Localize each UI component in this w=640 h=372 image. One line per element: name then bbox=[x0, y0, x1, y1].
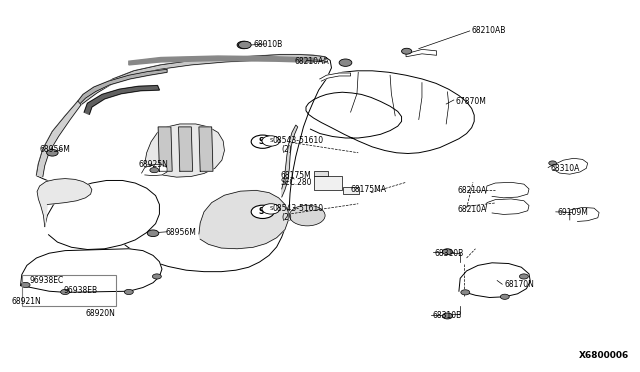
Polygon shape bbox=[45, 180, 159, 250]
Text: 69109M: 69109M bbox=[557, 208, 588, 217]
Text: 96938EB: 96938EB bbox=[64, 286, 98, 295]
Circle shape bbox=[520, 274, 529, 279]
Text: (2): (2) bbox=[282, 145, 292, 154]
Polygon shape bbox=[37, 179, 92, 227]
Circle shape bbox=[339, 59, 352, 66]
Text: 68210A: 68210A bbox=[458, 186, 487, 195]
Circle shape bbox=[442, 313, 452, 319]
Circle shape bbox=[152, 274, 161, 279]
Text: 68170N: 68170N bbox=[505, 280, 534, 289]
Polygon shape bbox=[158, 127, 172, 171]
Text: 68175M: 68175M bbox=[280, 171, 311, 180]
Text: S: S bbox=[259, 137, 264, 146]
Text: (2): (2) bbox=[282, 212, 292, 221]
Text: 68956M: 68956M bbox=[166, 228, 196, 237]
Polygon shape bbox=[36, 101, 81, 177]
Circle shape bbox=[21, 282, 30, 288]
Polygon shape bbox=[36, 55, 332, 272]
Text: 68210AA: 68210AA bbox=[294, 57, 329, 66]
Polygon shape bbox=[282, 125, 298, 197]
Circle shape bbox=[251, 205, 274, 218]
Polygon shape bbox=[179, 127, 193, 171]
Circle shape bbox=[251, 135, 274, 148]
Polygon shape bbox=[141, 164, 167, 176]
Circle shape bbox=[47, 150, 58, 156]
Circle shape bbox=[61, 289, 70, 295]
Polygon shape bbox=[145, 124, 225, 177]
Circle shape bbox=[262, 136, 280, 146]
Polygon shape bbox=[199, 190, 288, 249]
Circle shape bbox=[401, 48, 412, 54]
Polygon shape bbox=[320, 73, 351, 81]
Polygon shape bbox=[84, 86, 159, 114]
Text: 68210AB: 68210AB bbox=[472, 26, 506, 35]
Polygon shape bbox=[553, 158, 588, 174]
Text: X6800006: X6800006 bbox=[579, 351, 629, 360]
Circle shape bbox=[147, 230, 159, 237]
Polygon shape bbox=[78, 55, 325, 105]
Circle shape bbox=[237, 41, 250, 49]
Circle shape bbox=[150, 167, 159, 173]
Polygon shape bbox=[406, 49, 436, 57]
Text: 68310B: 68310B bbox=[432, 311, 461, 320]
Text: 96938EC: 96938EC bbox=[29, 276, 63, 285]
Text: 68920N: 68920N bbox=[86, 309, 115, 318]
Text: 68175MA: 68175MA bbox=[351, 185, 387, 194]
Polygon shape bbox=[486, 182, 529, 198]
Text: 68310A: 68310A bbox=[550, 164, 580, 173]
Circle shape bbox=[239, 41, 251, 49]
Text: 08543-51610: 08543-51610 bbox=[273, 137, 324, 145]
Text: 68921N: 68921N bbox=[12, 297, 42, 306]
Polygon shape bbox=[129, 56, 314, 65]
Text: S: S bbox=[269, 138, 273, 144]
Text: 08543-51610: 08543-51610 bbox=[273, 204, 324, 214]
Text: S: S bbox=[259, 207, 264, 217]
Circle shape bbox=[548, 161, 556, 165]
Text: SEC.280: SEC.280 bbox=[280, 178, 312, 187]
Bar bbox=[343, 187, 359, 194]
Text: 68925N: 68925N bbox=[138, 160, 168, 169]
Circle shape bbox=[289, 205, 325, 226]
Circle shape bbox=[124, 289, 133, 295]
Polygon shape bbox=[459, 263, 531, 298]
Text: 68310B: 68310B bbox=[435, 250, 464, 259]
Bar bbox=[314, 176, 342, 190]
Bar bbox=[22, 275, 116, 306]
Circle shape bbox=[442, 249, 452, 255]
Polygon shape bbox=[486, 199, 529, 214]
Polygon shape bbox=[199, 127, 213, 171]
Circle shape bbox=[500, 294, 509, 299]
Text: 68010B: 68010B bbox=[253, 40, 282, 49]
Polygon shape bbox=[78, 69, 167, 103]
Text: 67870M: 67870M bbox=[455, 97, 486, 106]
Circle shape bbox=[262, 204, 280, 214]
Text: 68956M: 68956M bbox=[40, 145, 70, 154]
Text: S: S bbox=[269, 206, 273, 211]
Polygon shape bbox=[20, 249, 162, 292]
Text: 68210A: 68210A bbox=[458, 205, 487, 214]
Bar bbox=[314, 171, 328, 176]
Polygon shape bbox=[570, 208, 599, 221]
Circle shape bbox=[461, 290, 470, 295]
